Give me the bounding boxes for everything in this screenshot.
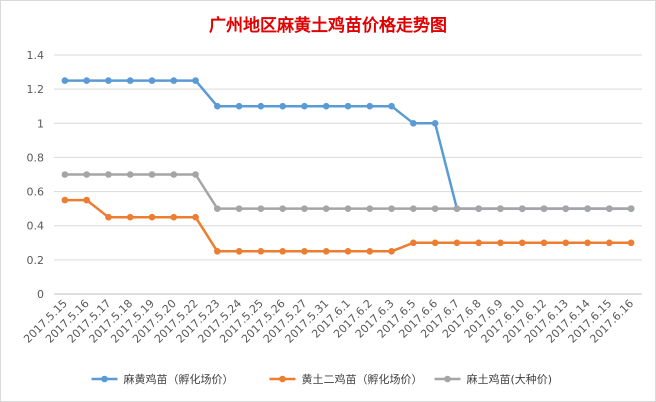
data-point bbox=[431, 239, 439, 247]
data-point bbox=[148, 213, 156, 221]
data-point bbox=[126, 171, 134, 178]
data-point bbox=[475, 239, 482, 247]
data-point bbox=[279, 205, 286, 212]
legend-swatch-marker bbox=[444, 375, 451, 383]
data-point bbox=[148, 77, 156, 84]
y-tick-label: 1.2 bbox=[27, 83, 45, 96]
data-point bbox=[192, 171, 199, 178]
data-point bbox=[126, 213, 134, 221]
data-point bbox=[105, 171, 112, 178]
data-point bbox=[126, 77, 134, 84]
data-point bbox=[83, 77, 90, 84]
data-point bbox=[301, 205, 308, 212]
data-point bbox=[344, 102, 352, 110]
data-point bbox=[540, 239, 548, 247]
data-point bbox=[518, 205, 526, 212]
y-tick-label: 1.4 bbox=[27, 49, 45, 62]
data-point bbox=[301, 102, 308, 110]
data-point bbox=[61, 77, 69, 84]
data-point bbox=[322, 102, 330, 110]
data-point bbox=[279, 102, 286, 110]
data-point bbox=[388, 102, 395, 110]
data-point bbox=[584, 205, 591, 212]
legend-label: 麻黄鸡苗（孵化场价） bbox=[124, 372, 234, 386]
data-point bbox=[105, 213, 112, 221]
data-point bbox=[584, 239, 591, 247]
data-point bbox=[192, 213, 199, 221]
legend-label: 黄土二鸡苗（孵化场价） bbox=[302, 372, 423, 386]
y-tick-label: 1 bbox=[37, 117, 44, 130]
data-point bbox=[344, 248, 352, 255]
data-point bbox=[235, 102, 243, 110]
data-point bbox=[453, 205, 461, 212]
data-point bbox=[366, 205, 374, 212]
data-point bbox=[431, 119, 439, 127]
data-point bbox=[606, 239, 613, 247]
chart-title: 广州地区麻黄土鸡苗价格走势图 bbox=[209, 16, 447, 36]
data-point bbox=[606, 205, 613, 212]
data-point bbox=[410, 119, 417, 127]
legend-label: 麻土鸡苗(大种价) bbox=[467, 372, 553, 386]
data-point bbox=[453, 239, 461, 247]
data-point bbox=[497, 239, 504, 247]
data-point bbox=[214, 248, 221, 255]
data-point bbox=[83, 171, 90, 178]
data-point bbox=[562, 205, 570, 212]
data-point bbox=[257, 205, 265, 212]
data-point bbox=[540, 205, 548, 212]
legend-swatch-marker bbox=[101, 375, 108, 383]
data-point bbox=[148, 171, 156, 178]
data-point bbox=[388, 205, 395, 212]
series-line bbox=[64, 79, 632, 210]
data-point bbox=[235, 205, 243, 212]
y-tick-label: 0 bbox=[37, 288, 44, 301]
y-tick-label: 0.8 bbox=[27, 151, 45, 164]
data-point bbox=[475, 205, 482, 212]
data-point bbox=[61, 196, 69, 204]
data-point bbox=[257, 102, 265, 110]
data-point bbox=[627, 239, 635, 247]
data-point bbox=[497, 205, 504, 212]
data-point bbox=[431, 205, 439, 212]
y-tick-label: 0.6 bbox=[27, 186, 45, 199]
data-point bbox=[410, 239, 417, 247]
data-point bbox=[83, 196, 90, 204]
data-point bbox=[170, 171, 178, 178]
data-point bbox=[366, 102, 374, 110]
data-point bbox=[257, 248, 265, 255]
legend-swatch-marker bbox=[279, 375, 286, 383]
data-point bbox=[366, 248, 374, 255]
data-point bbox=[235, 248, 243, 255]
data-point bbox=[322, 205, 330, 212]
data-point bbox=[322, 248, 330, 255]
data-point bbox=[170, 77, 178, 84]
data-point bbox=[410, 205, 417, 212]
data-point bbox=[170, 213, 178, 221]
data-point bbox=[301, 248, 308, 255]
y-tick-label: 0.4 bbox=[27, 220, 45, 233]
data-point bbox=[61, 171, 69, 178]
data-point bbox=[105, 77, 112, 84]
data-point bbox=[214, 205, 221, 212]
data-point bbox=[192, 77, 199, 84]
data-point bbox=[214, 102, 221, 110]
data-point bbox=[518, 239, 526, 247]
data-point bbox=[388, 248, 395, 255]
data-point bbox=[344, 205, 352, 212]
y-tick-label: 0.2 bbox=[27, 254, 45, 267]
data-point bbox=[562, 239, 570, 247]
data-point bbox=[627, 205, 635, 212]
data-point bbox=[279, 248, 286, 255]
